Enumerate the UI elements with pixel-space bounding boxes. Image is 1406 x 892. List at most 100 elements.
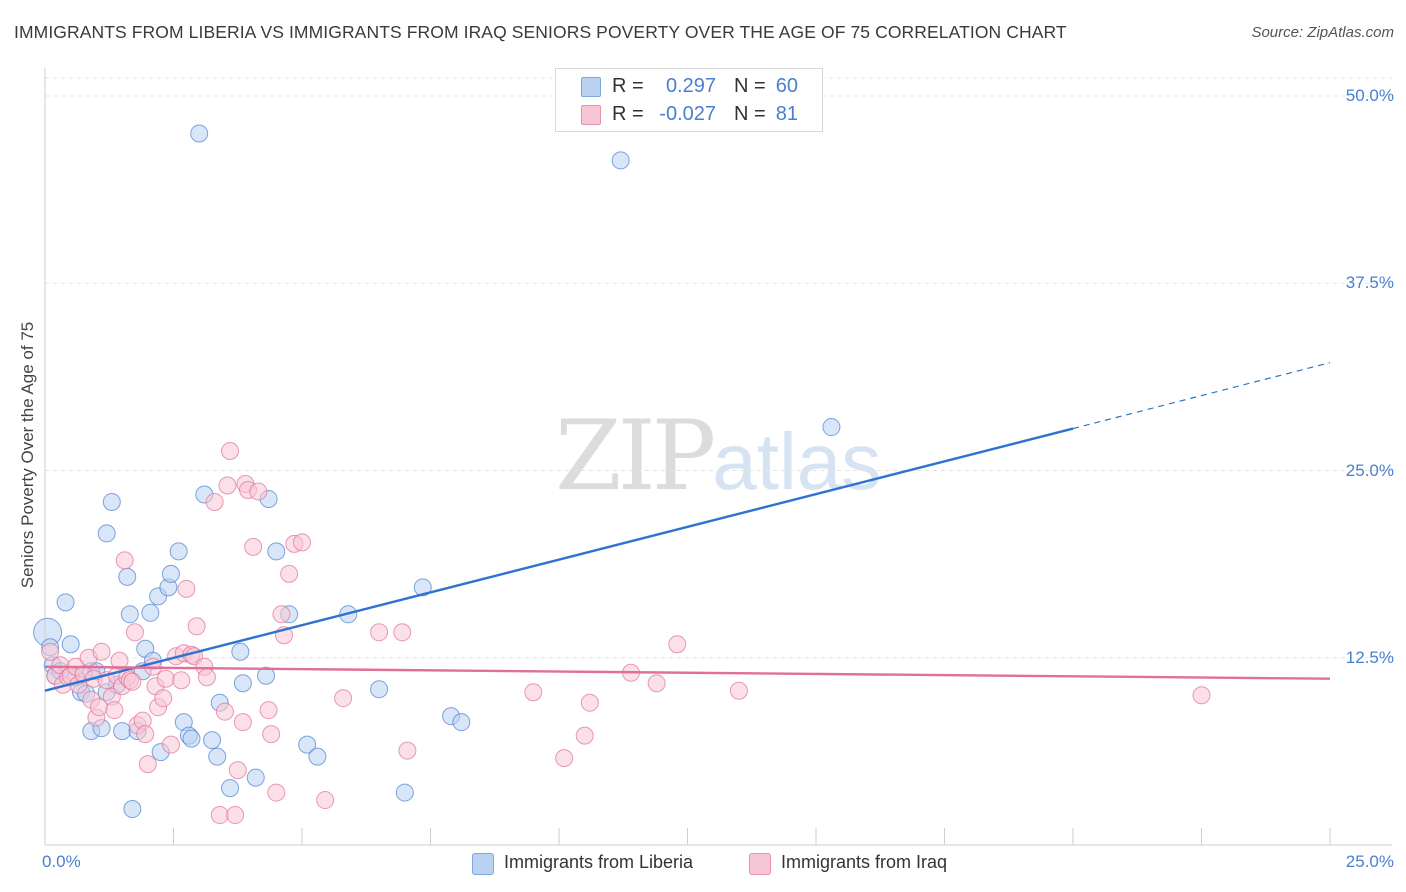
stats-row-liberia: R = 0.297 N = 60 bbox=[556, 73, 822, 101]
data-point bbox=[233, 674, 252, 693]
data-point bbox=[156, 669, 175, 688]
data-point bbox=[110, 651, 129, 670]
data-point bbox=[413, 578, 432, 597]
data-point bbox=[221, 779, 240, 798]
data-point bbox=[138, 755, 157, 774]
trend-line-liberia bbox=[44, 427, 1074, 692]
data-point bbox=[187, 617, 206, 636]
axes bbox=[44, 68, 1392, 846]
data-point bbox=[452, 713, 471, 732]
data-point bbox=[249, 482, 268, 501]
data-point bbox=[41, 642, 60, 661]
data-point bbox=[393, 623, 412, 642]
data-point bbox=[370, 680, 389, 699]
trend-line-liberia-projection bbox=[1072, 362, 1331, 430]
data-point bbox=[668, 635, 687, 654]
data-point bbox=[141, 603, 160, 622]
data-point bbox=[123, 800, 142, 819]
data-point bbox=[267, 783, 286, 802]
data-point bbox=[262, 725, 281, 744]
data-point bbox=[822, 418, 841, 437]
stats-r-label: R = bbox=[612, 103, 644, 125]
grid-lines bbox=[45, 77, 1392, 659]
data-point bbox=[611, 151, 630, 170]
data-point bbox=[228, 761, 247, 780]
data-point bbox=[370, 623, 389, 642]
data-point bbox=[182, 729, 201, 748]
data-point bbox=[555, 749, 574, 768]
data-point bbox=[61, 635, 80, 654]
data-point bbox=[231, 642, 250, 661]
data-point bbox=[395, 783, 414, 802]
data-point bbox=[102, 492, 121, 511]
data-point bbox=[221, 442, 240, 461]
stats-n-value: 81 bbox=[775, 103, 798, 125]
trend-lines bbox=[44, 362, 1331, 692]
data-point bbox=[210, 806, 229, 825]
data-point bbox=[97, 524, 116, 543]
watermark-atlas: atlas bbox=[712, 417, 882, 506]
data-point bbox=[113, 722, 132, 741]
data-point bbox=[123, 672, 142, 691]
data-point bbox=[280, 564, 299, 583]
stats-box: R = 0.297 N = 60 R = -0.027 N = 81 bbox=[555, 68, 823, 132]
data-point bbox=[1192, 686, 1211, 705]
legend-label-liberia: Immigrants from Liberia bbox=[504, 852, 694, 872]
data-point bbox=[208, 747, 227, 766]
data-point bbox=[308, 747, 327, 766]
stats-swatch-liberia bbox=[581, 77, 601, 97]
data-point bbox=[233, 713, 252, 732]
data-point bbox=[125, 623, 144, 642]
data-point bbox=[272, 605, 291, 624]
data-point bbox=[246, 768, 265, 787]
data-point bbox=[205, 492, 224, 511]
watermark: ZIPatlas bbox=[555, 400, 881, 512]
stats-n-value: 60 bbox=[775, 75, 798, 97]
y-tick-label: 50.0% bbox=[1345, 86, 1394, 105]
stats-r-value: -0.027 bbox=[659, 103, 716, 125]
data-point bbox=[190, 124, 209, 143]
data-point bbox=[203, 731, 222, 750]
legend-label-iraq: Immigrants from Iraq bbox=[781, 852, 948, 872]
stats-r-value: 0.297 bbox=[665, 75, 716, 97]
data-point bbox=[244, 537, 263, 556]
stats-n-label: N = bbox=[734, 103, 766, 125]
data-point bbox=[267, 542, 286, 561]
data-point bbox=[169, 542, 188, 561]
stats-r-label: R = bbox=[612, 75, 644, 97]
data-point bbox=[580, 693, 599, 712]
x-tick-label-min: 0.0% bbox=[42, 852, 81, 871]
chart-title: IMMIGRANTS FROM LIBERIA VS IMMIGRANTS FR… bbox=[14, 22, 1067, 42]
data-point bbox=[524, 683, 543, 702]
stats-n-label: N = bbox=[734, 75, 766, 97]
y-tick-label: 37.5% bbox=[1345, 273, 1394, 293]
data-point bbox=[257, 666, 276, 685]
data-point bbox=[398, 741, 417, 760]
watermark-zip: ZIP bbox=[555, 400, 716, 512]
data-point bbox=[647, 674, 666, 693]
data-point bbox=[161, 564, 180, 583]
data-point bbox=[92, 642, 111, 661]
data-point bbox=[334, 689, 353, 708]
points-iraq bbox=[41, 442, 1211, 825]
data-point bbox=[56, 593, 75, 612]
data-point bbox=[298, 735, 317, 754]
data-point bbox=[172, 671, 191, 690]
legend-swatch-iraq bbox=[749, 853, 771, 875]
x-tick-label-max: 25.0% bbox=[1345, 852, 1394, 871]
data-point bbox=[316, 791, 335, 810]
data-point bbox=[154, 689, 173, 708]
data-point bbox=[120, 605, 139, 624]
data-point bbox=[197, 668, 216, 687]
source-label: Source: ZipAtlas.com bbox=[1251, 24, 1394, 41]
y-axis-label: Seniors Poverty Over the Age of 75 bbox=[18, 321, 37, 589]
data-point bbox=[161, 735, 180, 754]
data-point bbox=[177, 579, 196, 598]
data-point bbox=[105, 701, 124, 720]
data-point bbox=[575, 726, 594, 745]
y-tick-label: 12.5% bbox=[1345, 647, 1394, 667]
stats-swatch-iraq bbox=[581, 105, 601, 125]
y-tick-label: 25.0% bbox=[1345, 460, 1394, 480]
data-point bbox=[218, 476, 237, 495]
